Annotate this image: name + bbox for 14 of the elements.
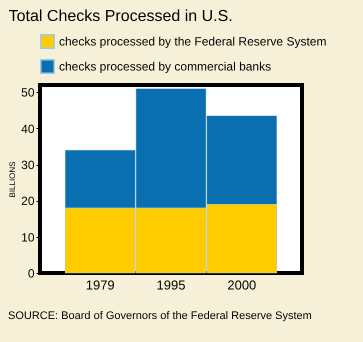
chart-title: Total Checks Processed in U.S. <box>8 8 233 25</box>
y-tick-label: 20 <box>21 194 35 208</box>
y-tick-label: 30 <box>21 158 35 172</box>
y-axis-title: BILLIONS <box>8 161 18 198</box>
y-tick-label: 40 <box>21 122 35 136</box>
legend-label: checks processed by commercial banks <box>59 60 272 74</box>
y-tick-label: 10 <box>21 230 35 244</box>
x-tick-label: 1979 <box>86 278 115 292</box>
y-tick-label: 50 <box>21 86 35 100</box>
source-note: SOURCE: Board of Governors of the Federal Reserve System <box>7 310 313 322</box>
legend-label: checks processed by the Federal Reserve System <box>59 34 326 48</box>
x-tick-label: 2000 <box>227 278 256 292</box>
x-tick-label: 1995 <box>156 278 186 292</box>
y-tick-label: 0 <box>28 266 35 280</box>
